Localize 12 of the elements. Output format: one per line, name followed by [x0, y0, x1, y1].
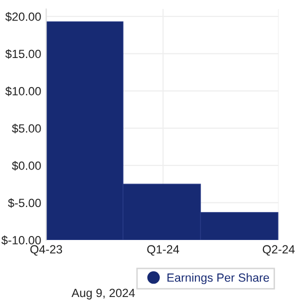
y-tick-label: $10.00 — [5, 86, 41, 96]
x-tick-label: Q2-24 — [262, 245, 295, 256]
y-tick-label: $-5.00 — [8, 198, 41, 208]
legend-label: Earnings Per Share — [168, 273, 270, 284]
y-tick-label: $5.00 — [12, 124, 41, 134]
y-tick-label: $-10.00 — [1, 236, 41, 246]
y-tick-label: $0.00 — [12, 161, 41, 171]
y-tick-label: $15.00 — [5, 49, 41, 59]
text: Aug 9, 2024 — [72, 288, 135, 300]
y-tick-label: $20.00 — [5, 12, 41, 22]
x-tick-label: Q4-23 — [30, 245, 62, 256]
x-tick-label: Q1-24 — [147, 245, 180, 256]
